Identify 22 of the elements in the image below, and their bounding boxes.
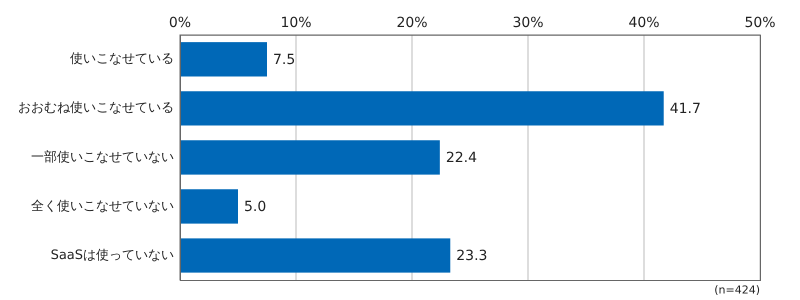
data-label: 22.4 — [446, 150, 478, 166]
x-tick-label: 30% — [512, 15, 544, 32]
x-tick-label: 10% — [280, 15, 312, 32]
bar — [180, 140, 440, 175]
text: (n=424) — [714, 283, 760, 296]
data-label: 23.3 — [456, 248, 488, 264]
data-label: 7.5 — [273, 52, 296, 68]
bar — [180, 238, 450, 273]
x-tick-label: 40% — [628, 15, 660, 32]
x-tick-label: 20% — [396, 15, 428, 32]
y-tick-label: 使いこなせている — [70, 52, 174, 67]
bar — [180, 91, 664, 126]
y-tick-label: 全く使いこなせていない — [31, 198, 174, 214]
bar — [180, 189, 238, 224]
y-tick-label: SaaSは使っていない — [50, 248, 174, 263]
data-label: 41.7 — [670, 101, 701, 117]
x-tick-label: 0% — [168, 15, 192, 32]
y-tick-label: おおむね使いこなせている — [18, 100, 174, 116]
x-tick-label: 50% — [744, 15, 776, 32]
data-label: 5.0 — [244, 199, 266, 216]
bar — [180, 42, 267, 76]
y-tick-label: 一部使いこなせていない — [31, 150, 174, 165]
